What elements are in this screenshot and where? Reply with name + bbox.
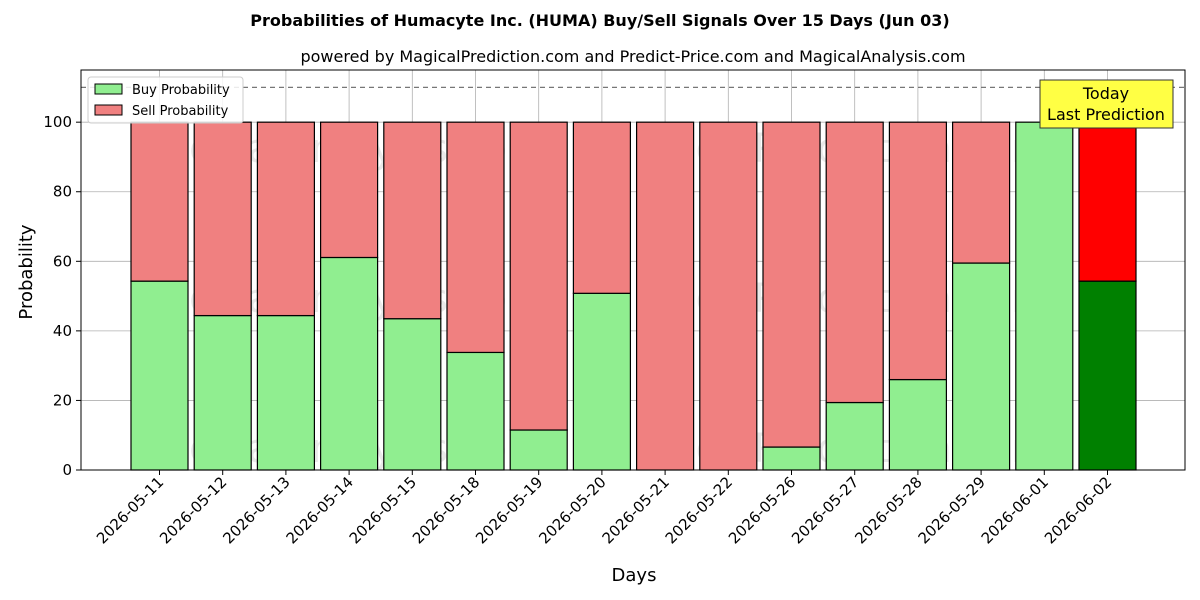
x-tick-label: 2026-05-13 (219, 473, 293, 547)
y-tick-label: 60 (53, 252, 72, 270)
y-tick-label: 80 (53, 183, 72, 201)
annotation-box (1039, 79, 1174, 129)
y-axis-label: Probability (16, 224, 37, 319)
bar-buy (825, 401, 884, 471)
y-tick-label: 20 (53, 391, 72, 409)
legend-label-sell: Sell Probability (132, 104, 229, 119)
x-tick-label: 2026-05-20 (535, 473, 609, 547)
x-tick-label: 2026-05-27 (788, 473, 862, 547)
bar-buy (193, 314, 252, 471)
annotation-line-1: Today (1082, 84, 1129, 103)
bar-buy (383, 318, 442, 471)
x-tick-label: 2026-05-19 (472, 473, 546, 547)
bar-sell (193, 121, 252, 317)
x-tick-label: 2026-05-15 (346, 473, 420, 547)
x-tick-label: 2026-05-22 (662, 473, 736, 547)
y-tick-label: 0 (62, 461, 72, 479)
bar-buy (762, 446, 821, 471)
x-tick-label: 2026-05-21 (599, 473, 673, 547)
bar-buy (320, 256, 379, 471)
x-tick-label: 2026-05-11 (93, 473, 167, 547)
x-tick-label: 2026-06-02 (1041, 473, 1115, 547)
bar-sell (446, 121, 505, 354)
y-axis: 0 20 40 60 80 100 (43, 113, 81, 479)
bar-sell (699, 121, 758, 471)
legend-box (87, 76, 244, 124)
legend-label-buy: Buy Probability (132, 83, 230, 98)
x-tick-label: 2026-05-26 (725, 473, 799, 547)
today-annotation: Today Last Prediction (1039, 79, 1174, 129)
bar-buy (446, 351, 505, 471)
bar-sell (509, 121, 568, 431)
legend-swatch-sell (94, 104, 123, 116)
bar-sell (383, 121, 442, 320)
bar-sell (572, 121, 632, 294)
chart-title: Probabilities of Humacyte Inc. (HUMA) Bu… (250, 11, 949, 30)
bar-sell (1078, 121, 1137, 282)
bar-buy (1015, 121, 1074, 471)
bar-buy (256, 314, 315, 471)
x-axis: 2026-05-112026-05-122026-05-132026-05-14… (93, 470, 1115, 547)
bar-buy (572, 292, 632, 471)
bar-sell (825, 121, 884, 404)
bar-buy (509, 429, 568, 471)
legend: Buy Probability Sell Probability (87, 76, 244, 124)
bar-sell (951, 121, 1011, 264)
bar-sell (888, 121, 948, 381)
x-tick-label: 2026-05-28 (851, 473, 925, 547)
bar-sell (320, 121, 379, 259)
y-tick-label: 100 (43, 113, 72, 131)
bar-sell (762, 121, 821, 448)
bar-buy (1078, 280, 1137, 471)
annotation-line-2: Last Prediction (1047, 105, 1165, 124)
bars (130, 121, 1137, 471)
bar-buy (130, 280, 189, 471)
x-tick-label: 2026-05-12 (156, 473, 230, 547)
legend-swatch-buy (94, 83, 123, 95)
bar-sell (635, 121, 695, 471)
x-axis-label: Days (612, 565, 657, 586)
bar-sell (256, 121, 315, 317)
x-tick-label: 2026-05-18 (409, 473, 483, 547)
bar-buy (888, 378, 948, 471)
bar-sell (130, 121, 189, 282)
y-tick-label: 40 (53, 322, 72, 340)
x-tick-label: 2026-05-14 (283, 473, 357, 547)
x-tick-label: 2026-05-29 (915, 473, 989, 547)
x-tick-label: 2026-06-01 (978, 473, 1052, 547)
plot-frame (80, 69, 1186, 471)
chart-subtitle: powered by MagicalPrediction.com and Pre… (300, 47, 965, 66)
bar-buy (951, 262, 1011, 471)
